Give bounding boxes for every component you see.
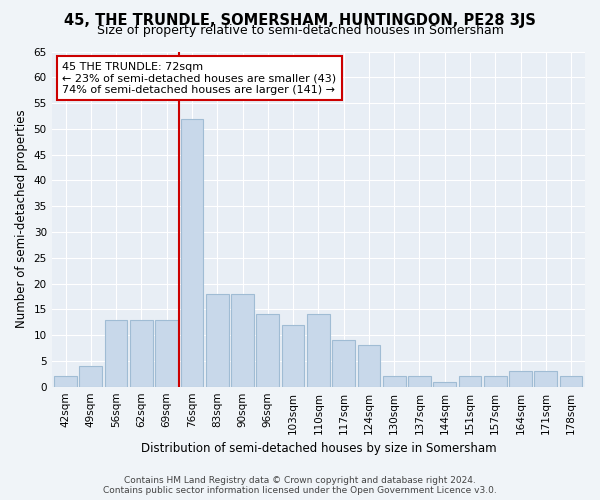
- Bar: [206, 294, 229, 386]
- Text: 45, THE TRUNDLE, SOMERSHAM, HUNTINGDON, PE28 3JS: 45, THE TRUNDLE, SOMERSHAM, HUNTINGDON, …: [64, 12, 536, 28]
- Bar: [458, 376, 481, 386]
- Bar: [332, 340, 355, 386]
- Bar: [231, 294, 254, 386]
- Y-axis label: Number of semi-detached properties: Number of semi-detached properties: [15, 110, 28, 328]
- Text: Size of property relative to semi-detached houses in Somersham: Size of property relative to semi-detach…: [97, 24, 503, 37]
- Bar: [281, 325, 304, 386]
- Bar: [54, 376, 77, 386]
- Bar: [307, 314, 330, 386]
- Bar: [509, 371, 532, 386]
- Bar: [560, 376, 583, 386]
- Text: Contains HM Land Registry data © Crown copyright and database right 2024.
Contai: Contains HM Land Registry data © Crown c…: [103, 476, 497, 495]
- X-axis label: Distribution of semi-detached houses by size in Somersham: Distribution of semi-detached houses by …: [140, 442, 496, 455]
- Bar: [105, 320, 127, 386]
- Bar: [383, 376, 406, 386]
- Bar: [181, 118, 203, 386]
- Bar: [79, 366, 102, 386]
- Bar: [433, 382, 456, 386]
- Bar: [155, 320, 178, 386]
- Bar: [256, 314, 279, 386]
- Bar: [484, 376, 506, 386]
- Bar: [535, 371, 557, 386]
- Bar: [358, 346, 380, 387]
- Text: 45 THE TRUNDLE: 72sqm
← 23% of semi-detached houses are smaller (43)
74% of semi: 45 THE TRUNDLE: 72sqm ← 23% of semi-deta…: [62, 62, 337, 95]
- Bar: [408, 376, 431, 386]
- Bar: [130, 320, 153, 386]
